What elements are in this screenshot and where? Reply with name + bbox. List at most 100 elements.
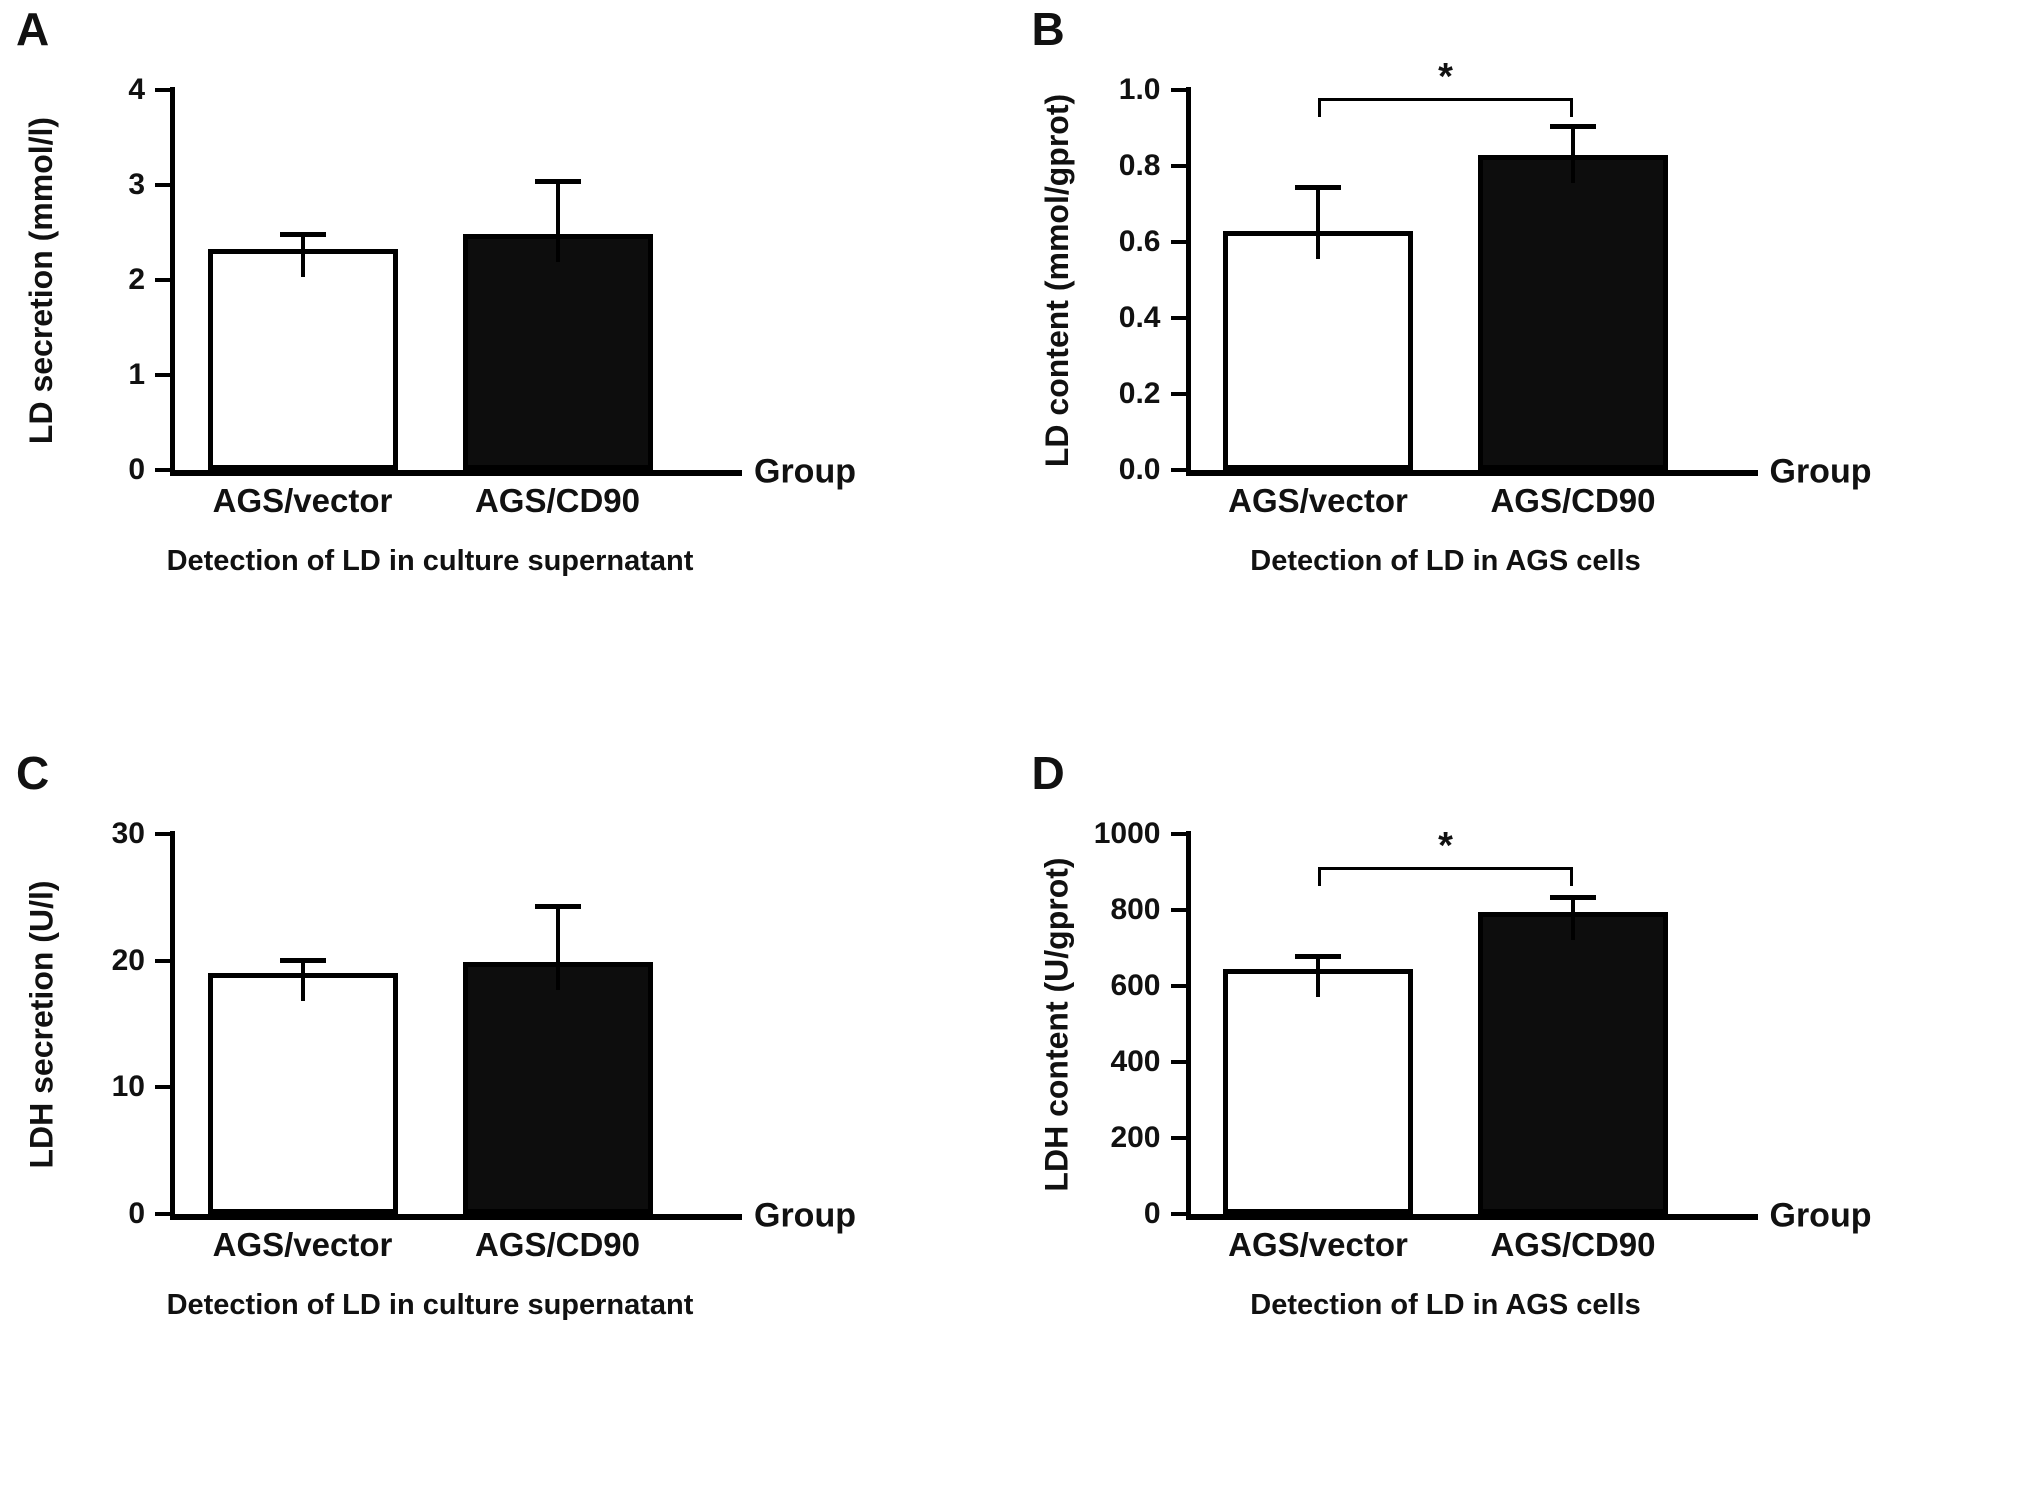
y-axis-title: LDH content (U/gprot) [1032, 834, 1084, 1214]
bar-ags-cd90 [462, 234, 653, 470]
x-axis-line [170, 1214, 742, 1220]
y-tick-label: 0.0 [1118, 453, 1161, 486]
y-tick-label: 400 [1110, 1045, 1161, 1078]
y-axis-tick [155, 88, 170, 92]
significance-star: * [1438, 56, 1453, 99]
y-tick-label: 0.4 [1118, 301, 1161, 334]
y-axis-tick [155, 832, 170, 836]
y-tick-label: 1000 [1093, 817, 1161, 850]
significance-bracket-end [1570, 870, 1573, 887]
y-axis-tick [155, 468, 170, 472]
plot-area: 0 200 400 600 800 1000 AGS/vector AGS/CD90 * [1094, 817, 1701, 1263]
bar-ags-cd90 [1478, 154, 1668, 470]
panel-letter: A [16, 3, 50, 55]
y-tick-label: 3 [128, 168, 145, 201]
y-tick-label: 1 [128, 358, 145, 391]
y-axis-tick [155, 1085, 170, 1090]
y-axis-tick [155, 373, 170, 377]
panel-letter: C [16, 747, 50, 799]
y-axis-tick [1170, 1060, 1186, 1064]
y-axis-line [170, 831, 175, 1220]
y-tick-label: 0.8 [1118, 149, 1161, 182]
error-bar-cap [1295, 953, 1341, 959]
x-axis-label: Group [1769, 1196, 1872, 1235]
plot-area: 0 1 2 3 4 AGS/vector AGS/CD90 [128, 73, 685, 519]
y-axis-title-text: LDH secretion (U/l) [23, 879, 60, 1169]
error-bar-cap [1550, 894, 1596, 900]
error-bar-line [300, 231, 305, 277]
category-label: AGS/vector [1228, 482, 1408, 519]
y-axis-tick [155, 1212, 170, 1216]
x-axis-label: Group [754, 1196, 856, 1235]
y-tick-label: 200 [1110, 1121, 1161, 1154]
panel-d: D LDH content (U/gprot) 0 200 400 600 800 100… [1016, 744, 2031, 1488]
y-axis-tick [1170, 984, 1186, 988]
error-bar-line [1316, 185, 1320, 259]
x-axis-line [1185, 1214, 1758, 1220]
plot-area: 0.0 0.2 0.4 0.6 0.8 1.0 AGS/vector AGS/CD90 * [1119, 56, 1701, 519]
y-axis-tick [1170, 316, 1186, 320]
error-bar-line [1571, 894, 1575, 940]
y-tick-label: 0 [128, 1197, 145, 1230]
y-tick-label: 1.0 [1118, 73, 1161, 106]
y-axis-title: LDH secretion (U/l) [16, 834, 68, 1214]
significance-star: * [1438, 825, 1453, 868]
y-tick-label: 0.2 [1118, 377, 1161, 410]
category-label: AGS/vector [212, 1226, 393, 1263]
y-axis-tick [1170, 164, 1186, 168]
x-axis-label: Group [1769, 452, 1872, 491]
bar-ags-vector [207, 973, 398, 1214]
x-axis-label: Group [754, 452, 856, 491]
y-axis-line [170, 87, 175, 476]
y-axis-tick [1170, 468, 1186, 472]
y-tick-label: 30 [111, 817, 145, 850]
y-axis-tick [155, 958, 170, 963]
y-axis-tick [1170, 908, 1186, 912]
significance-bracket [1318, 98, 1573, 102]
error-bar-cap [279, 958, 326, 964]
significance-bracket-end [1570, 101, 1573, 118]
y-tick-label: 20 [111, 943, 145, 977]
category-label: AGS/vector [212, 482, 393, 519]
y-tick-label: 10 [111, 1070, 145, 1104]
error-bar-cap [1295, 185, 1341, 190]
y-axis-tick [1170, 1212, 1186, 1216]
error-bar-line [300, 958, 305, 1002]
y-tick-label: 800 [1110, 893, 1161, 926]
category-label: AGS/CD90 [474, 1226, 641, 1263]
chart-caption: Detection of LD in AGS cells [1250, 1289, 1641, 1321]
category-label: AGS/CD90 [1490, 1226, 1656, 1263]
x-axis-line [1185, 470, 1758, 476]
y-axis-tick [155, 183, 170, 187]
bar-ags-vector [1223, 230, 1413, 470]
category-label: AGS/CD90 [474, 482, 641, 519]
y-axis-line [1185, 87, 1191, 476]
y-tick-label: 0 [128, 453, 145, 486]
y-tick-label: 0.6 [1118, 225, 1161, 258]
plot-area: 0 10 20 30 AGS/vector AGS/CD90 [112, 817, 685, 1263]
error-bar-cap [279, 231, 326, 237]
bar-ags-vector [207, 248, 398, 470]
y-axis-tick [155, 278, 170, 282]
error-bar-cap [534, 903, 581, 909]
chart-caption: Detection of LD in culture supernatant [166, 1289, 694, 1321]
panel-a: A LD secretion (mmol/l) 0 1 2 3 4 AGS/vector A… [0, 0, 1015, 744]
y-axis-title: LD content (mmol/gprot) [1032, 90, 1084, 470]
error-bar-line [1316, 953, 1320, 997]
panel-letter: D [1031, 747, 1065, 799]
chart-caption: Detection of LD in AGS cells [1250, 545, 1641, 577]
panel-b: B LD content (mmol/gprot) 0.0 0.2 0.4 0.6 0.… [1016, 0, 2031, 744]
y-axis-line [1185, 831, 1191, 1220]
y-axis-tick [1170, 832, 1186, 836]
chart-caption: Detection of LD in culture supernatant [166, 545, 694, 577]
y-axis-tick [1170, 1136, 1186, 1140]
significance-bracket-end [1318, 101, 1321, 118]
y-axis-tick [1170, 240, 1186, 244]
error-bar-cap [534, 179, 581, 185]
panel-c: C LDH secretion (U/l) 0 10 20 30 AGS/vector A… [0, 744, 1015, 1488]
bar-ags-cd90 [1478, 911, 1668, 1214]
y-tick-label: 600 [1110, 969, 1161, 1002]
significance-bracket [1318, 867, 1573, 871]
x-axis-line [170, 470, 742, 476]
